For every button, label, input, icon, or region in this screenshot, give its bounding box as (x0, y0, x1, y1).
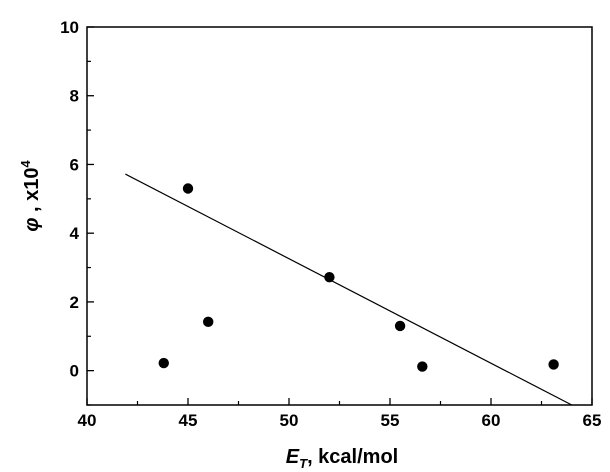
y-tick-label: 0 (70, 362, 79, 381)
x-tick-label: 50 (280, 411, 299, 430)
y-axis-suffix: , x10 (21, 168, 43, 218)
y-tick-label: 10 (60, 18, 79, 37)
data-point (203, 316, 214, 328)
trend-line (125, 173, 573, 406)
y-tick-label: 8 (70, 87, 79, 106)
x-tick-label: 55 (381, 411, 400, 430)
x-axis-subscript: T (299, 456, 308, 471)
plot-marks (125, 173, 573, 406)
x-tick-label: 45 (179, 411, 198, 430)
y-tick-label: 6 (70, 155, 79, 174)
y-tick-label: 4 (70, 224, 80, 243)
x-tick-label: 40 (78, 411, 97, 430)
data-point (158, 357, 169, 369)
x-tick-label: 60 (482, 411, 501, 430)
y-tick-label: 2 (70, 293, 79, 312)
y-axis-symbol: φ (21, 218, 43, 232)
plot-frame (86, 26, 593, 406)
data-point (324, 271, 335, 283)
x-axis-suffix: , kcal/mol (307, 446, 398, 468)
data-point (182, 183, 194, 194)
data-point (548, 359, 559, 370)
y-axis-label: φ , x104 (18, 160, 43, 232)
y-axis-exponent: 4 (18, 160, 33, 168)
data-point (417, 361, 428, 372)
x-axis-symbol: E (286, 446, 300, 468)
data-point (394, 320, 406, 332)
axis-ticks: 40 45 50 55 60 65 0 2 4 6 8 10 (60, 18, 601, 430)
x-tick-label: 65 (583, 411, 602, 430)
x-axis-label: ET, kcal/mol (286, 446, 398, 471)
